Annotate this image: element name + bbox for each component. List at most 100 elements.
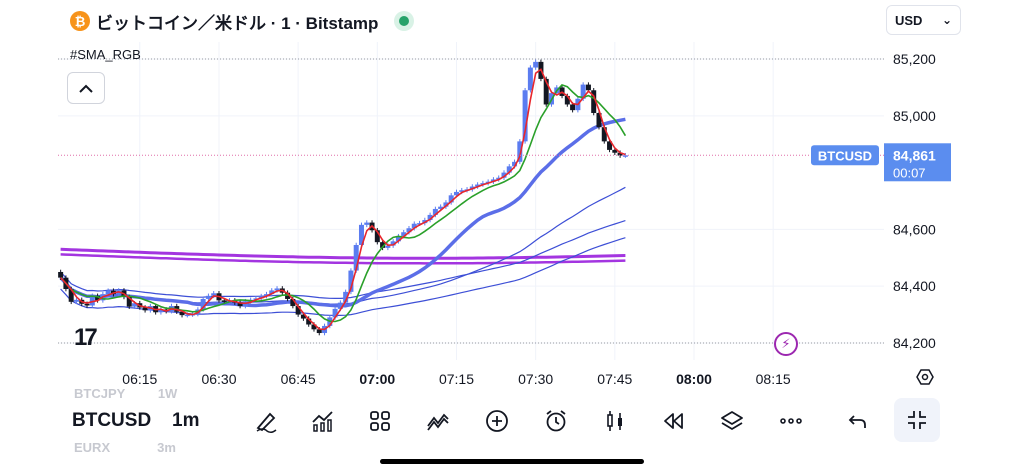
more-icon[interactable] bbox=[773, 404, 809, 438]
y-tick-label: 84,200 bbox=[893, 335, 936, 351]
candle-body bbox=[480, 183, 486, 185]
toolbar-symbol[interactable]: BTCUSD bbox=[72, 410, 152, 431]
x-tick-label: 06:30 bbox=[201, 371, 236, 387]
x-tick-label: 06:15 bbox=[122, 371, 157, 387]
chevron-up-icon bbox=[79, 84, 93, 93]
symbol-price-tag bbox=[811, 145, 879, 166]
x-tick-label: 07:15 bbox=[439, 371, 474, 387]
candle-body bbox=[385, 245, 391, 248]
candle-body bbox=[612, 149, 618, 153]
y-tick-label: 84,400 bbox=[893, 278, 936, 294]
candle-body bbox=[501, 172, 507, 178]
home-indicator bbox=[380, 459, 644, 464]
candles-icon[interactable] bbox=[597, 404, 633, 438]
sma-red-line bbox=[60, 68, 626, 331]
collapse-legend-button[interactable] bbox=[67, 72, 105, 104]
layout-grid-icon[interactable] bbox=[362, 404, 398, 438]
sma-green-line bbox=[60, 83, 627, 323]
candle-body bbox=[290, 298, 296, 307]
alarm-icon[interactable] bbox=[538, 404, 574, 438]
candle-body bbox=[200, 298, 206, 310]
candle-body bbox=[601, 127, 607, 142]
candle-body bbox=[522, 90, 528, 142]
undo-icon[interactable] bbox=[840, 404, 876, 438]
toolbar-interval[interactable]: 1m bbox=[172, 410, 200, 431]
candle-body bbox=[295, 306, 301, 315]
x-tick-label: 08:00 bbox=[676, 371, 712, 387]
candle-body bbox=[543, 78, 549, 105]
drawing-pen-icon[interactable] bbox=[248, 404, 284, 438]
lightning-icon[interactable]: ⚡ bbox=[774, 332, 798, 356]
sma-purple-line-2 bbox=[60, 253, 626, 265]
candle-body bbox=[353, 245, 359, 271]
candle-body bbox=[406, 228, 412, 233]
candle-body bbox=[570, 104, 576, 111]
candle-body bbox=[316, 329, 322, 334]
candle-body bbox=[89, 295, 95, 306]
candle-body bbox=[205, 295, 211, 299]
candle-body bbox=[306, 318, 312, 325]
tradingview-logo: 17 bbox=[74, 324, 98, 351]
candle-body bbox=[512, 161, 518, 167]
sma-blue-line-2 bbox=[60, 220, 626, 299]
candle-body bbox=[591, 90, 597, 113]
bitcoin-icon: ₿ bbox=[70, 11, 90, 31]
candle-body bbox=[390, 241, 396, 246]
candle-body bbox=[527, 67, 533, 91]
add-plus-icon[interactable] bbox=[479, 404, 515, 438]
candle-body bbox=[448, 195, 454, 203]
candle-body bbox=[622, 155, 628, 157]
candle-body bbox=[126, 296, 132, 307]
candle-body bbox=[285, 292, 291, 299]
candle-body bbox=[475, 184, 481, 187]
candle-body bbox=[580, 84, 586, 99]
y-tick-label: 85,000 bbox=[893, 108, 936, 124]
candle-body bbox=[158, 309, 164, 313]
candle-body bbox=[453, 191, 459, 196]
candle-body bbox=[237, 302, 243, 307]
y-tick-label: 84,600 bbox=[893, 221, 936, 237]
candle-body bbox=[311, 324, 317, 330]
candle-body bbox=[596, 112, 602, 128]
watchlist-prev-symbol: BTCJPY 1W bbox=[74, 386, 178, 401]
x-tick-label: 08:15 bbox=[756, 371, 791, 387]
candle-body bbox=[459, 190, 465, 192]
collapse-fullscreen-icon[interactable] bbox=[894, 398, 940, 442]
chart-header[interactable]: ₿ ビットコイン／米ドル · 1 · Bitstamp bbox=[70, 8, 415, 34]
candle-body bbox=[332, 308, 338, 318]
candle-body bbox=[564, 95, 570, 105]
candle-body bbox=[269, 290, 275, 295]
candle-body bbox=[496, 177, 502, 180]
candle-body bbox=[348, 270, 354, 292]
candle-body bbox=[585, 84, 591, 91]
candle-body bbox=[417, 223, 423, 225]
chevron-down-icon: ⌄ bbox=[941, 13, 952, 27]
currency-select[interactable]: USD ⌄ bbox=[886, 5, 961, 35]
indicators-icon[interactable] bbox=[305, 404, 341, 438]
x-tick-label: 07:30 bbox=[518, 371, 553, 387]
candle-body bbox=[380, 242, 386, 248]
chart-settings-icon[interactable] bbox=[914, 366, 936, 388]
symbol-title[interactable]: ビットコイン／米ドル · 1 · Bitstamp bbox=[96, 13, 379, 33]
candle-body bbox=[221, 300, 227, 302]
candle-body bbox=[142, 307, 148, 311]
candle-body bbox=[263, 294, 269, 297]
sma-blue-thick-line bbox=[59, 117, 626, 308]
replay-icon[interactable] bbox=[655, 404, 691, 438]
candle-body bbox=[95, 295, 101, 301]
layers-icon[interactable] bbox=[714, 404, 750, 438]
candle-body bbox=[179, 311, 185, 316]
candle-body bbox=[374, 230, 380, 243]
market-status-icon[interactable] bbox=[394, 11, 415, 31]
strategy-wave-icon[interactable] bbox=[420, 404, 456, 438]
candle-body bbox=[607, 141, 613, 150]
candle-body bbox=[395, 236, 401, 242]
countdown-label: 00:07 bbox=[893, 165, 926, 180]
candle-body bbox=[68, 289, 74, 302]
candle-body bbox=[211, 293, 217, 296]
last-price-box bbox=[884, 143, 951, 182]
candle-body bbox=[184, 314, 190, 317]
x-tick-label: 07:45 bbox=[597, 371, 632, 387]
indicator-label[interactable]: #SMA_RGB bbox=[70, 47, 141, 62]
